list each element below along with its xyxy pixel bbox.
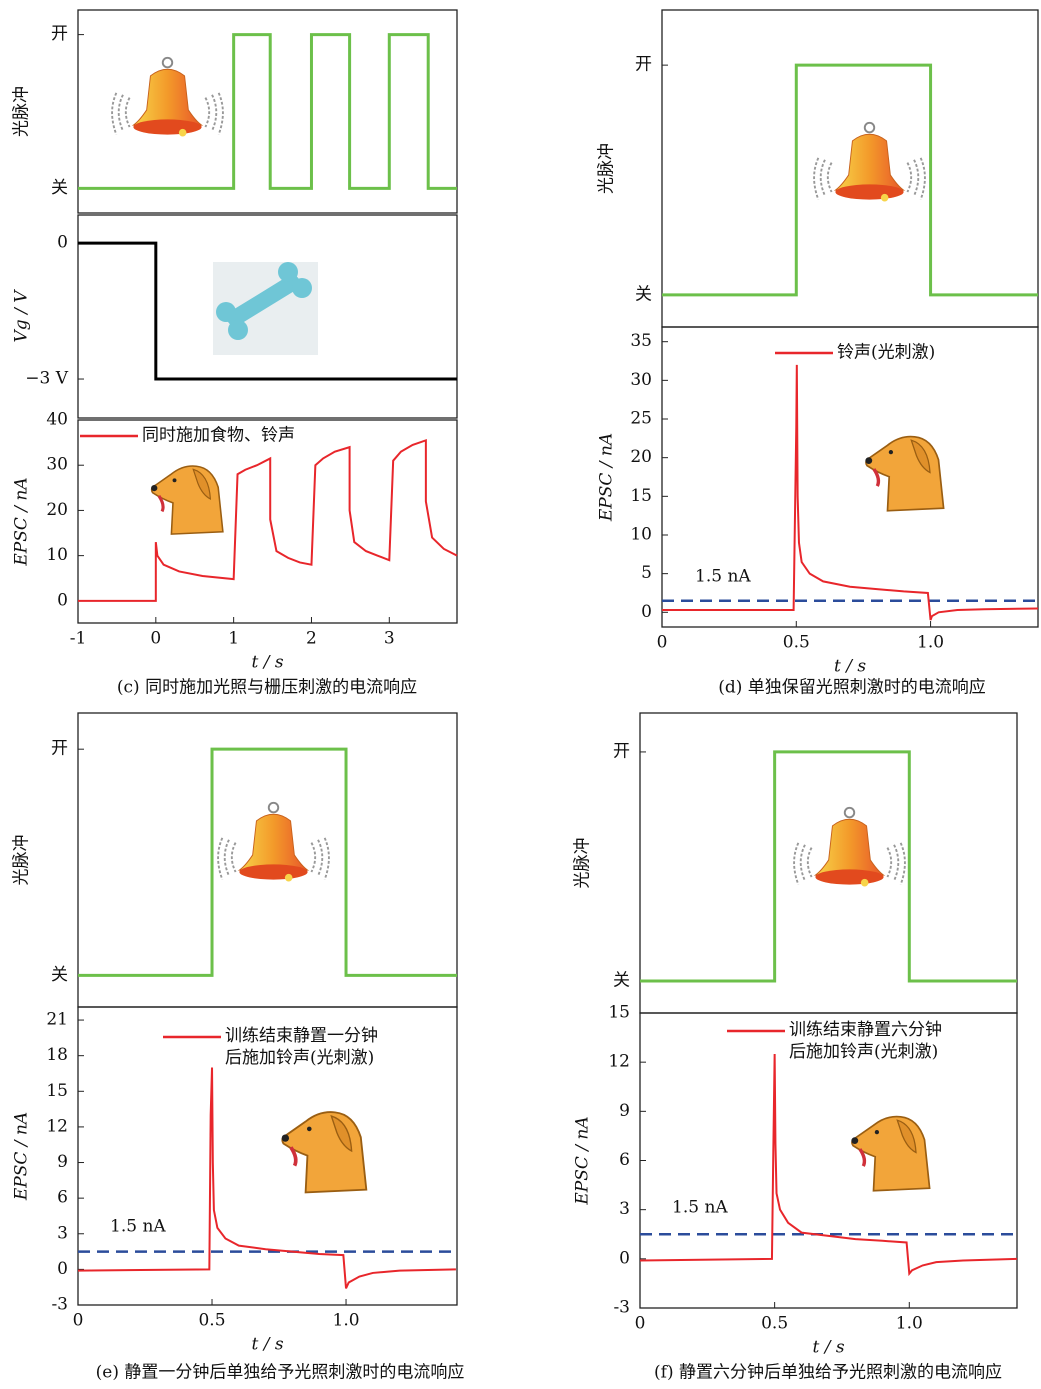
threshold-label: 1.5 nA [672, 1198, 728, 1218]
y-axis-label: 光脉冲 [573, 838, 593, 889]
chart: 开关光脉冲0−3 VVg / V010203040-10123EPSC / nA… [0, 0, 1041, 1389]
y-tick-label: 开 [51, 24, 68, 44]
y-tick-label: 0 [57, 590, 68, 610]
y-tick-label: 3 [57, 1223, 68, 1243]
bell-icon [794, 808, 905, 887]
data-line [78, 35, 457, 189]
threshold-label: 1.5 nA [110, 1217, 166, 1237]
y-tick-label: 5 [641, 563, 652, 583]
y-tick-label: 10 [630, 524, 652, 544]
x-tick-label: 0 [73, 1311, 84, 1331]
y-tick-label: 开 [51, 739, 68, 759]
x-axis-label: t / s [834, 657, 866, 677]
x-tick-label: 1.0 [333, 1311, 360, 1331]
y-tick-label: -3 [51, 1295, 68, 1315]
y-axis-label: Vg / V [12, 289, 32, 343]
y-axis-label: 光脉冲 [597, 143, 617, 194]
bell-icon [112, 58, 223, 137]
caption: (f) 静置六分钟后单独给予光照刺激的电流响应 [654, 1363, 1002, 1383]
y-tick-label: 15 [630, 486, 652, 506]
y-tick-label: 0 [619, 1248, 630, 1268]
y-tick-label: 30 [630, 370, 652, 390]
y-tick-label: 6 [57, 1188, 68, 1208]
y-axis-label: EPSC / nA [12, 477, 32, 566]
y-tick-label: 关 [51, 178, 68, 198]
figure: 开关光脉冲0−3 VVg / V010203040-10123EPSC / nA… [0, 0, 1041, 1389]
legend-label: 训练结束静置一分钟后施加铃声(光刺激) [225, 1025, 383, 1069]
data-line [78, 440, 457, 600]
threshold-label: 1.5 nA [695, 567, 751, 587]
y-tick-label: 20 [630, 447, 652, 467]
x-tick-label: 0 [150, 629, 161, 649]
x-tick-label: 3 [384, 629, 395, 649]
x-tick-label: 1 [228, 629, 239, 649]
y-tick-label: 关 [635, 284, 652, 304]
plot-frame [78, 10, 457, 213]
y-axis-label: EPSC / nA [12, 1112, 32, 1201]
caption: (e) 静置一分钟后单独给予光照刺激时的电流响应 [96, 1363, 465, 1383]
y-tick-label: 9 [619, 1101, 630, 1121]
legend-label: 同时施加食物、铃声 [142, 426, 295, 446]
plot-frame [78, 420, 457, 623]
y-tick-label: 15 [608, 1003, 630, 1023]
y-tick-label: −3 V [25, 369, 68, 389]
y-tick-label: 关 [613, 970, 630, 990]
legend-label: 铃声(光刺激) [837, 343, 935, 363]
y-tick-label: 开 [613, 741, 630, 761]
x-tick-label: 2 [306, 629, 317, 649]
caption: (d) 单独保留光照刺激时的电流响应 [718, 678, 986, 698]
x-tick-label: 0.5 [783, 633, 810, 653]
y-tick-label: 关 [51, 965, 68, 985]
y-tick-label: 35 [630, 331, 652, 351]
data-line [78, 1068, 456, 1289]
x-tick-label: -1 [70, 629, 87, 649]
y-tick-label: 20 [46, 500, 68, 520]
legend-label: 训练结束静置六分钟后施加铃声(光刺激) [789, 1019, 947, 1063]
y-tick-label: 0 [57, 233, 68, 253]
y-axis-label: EPSC / nA [573, 1116, 593, 1205]
x-tick-label: 0 [635, 1314, 646, 1334]
x-tick-label: 0.5 [198, 1311, 225, 1331]
y-tick-label: 3 [619, 1199, 630, 1219]
x-tick-label: 1.0 [896, 1314, 923, 1334]
y-tick-label: 15 [46, 1081, 68, 1101]
x-tick-label: 1.0 [917, 633, 944, 653]
y-axis-label: 光脉冲 [12, 835, 32, 886]
y-tick-label: 0 [57, 1259, 68, 1279]
dog-icon [151, 466, 223, 534]
x-axis-label: t / s [251, 653, 283, 673]
y-tick-label: 0 [641, 602, 652, 622]
dog-icon [851, 1117, 929, 1191]
y-tick-label: 21 [46, 1010, 68, 1030]
dog-icon [282, 1112, 367, 1192]
y-tick-label: 25 [630, 409, 652, 429]
y-tick-label: 10 [46, 545, 68, 565]
y-tick-label: 12 [608, 1052, 630, 1072]
y-axis-label: EPSC / nA [597, 433, 617, 522]
x-axis-label: t / s [812, 1338, 844, 1358]
y-tick-label: 6 [619, 1150, 630, 1170]
bell-icon [218, 803, 329, 882]
y-tick-label: 18 [46, 1045, 68, 1065]
y-tick-label: 30 [46, 455, 68, 475]
bell-icon [814, 123, 925, 202]
dog-icon [865, 437, 943, 511]
x-axis-label: t / s [251, 1335, 283, 1355]
y-tick-label: 12 [46, 1116, 68, 1136]
y-axis-label: 光脉冲 [12, 86, 32, 137]
y-tick-label: 9 [57, 1152, 68, 1172]
x-tick-label: 0.5 [761, 1314, 788, 1334]
caption: (c) 同时施加光照与栅压刺激的电流响应 [117, 678, 417, 698]
y-tick-label: 40 [46, 410, 68, 430]
y-tick-label: 开 [635, 55, 652, 75]
y-tick-label: -3 [613, 1298, 630, 1318]
x-tick-label: 0 [657, 633, 668, 653]
data-line [640, 1054, 1017, 1274]
